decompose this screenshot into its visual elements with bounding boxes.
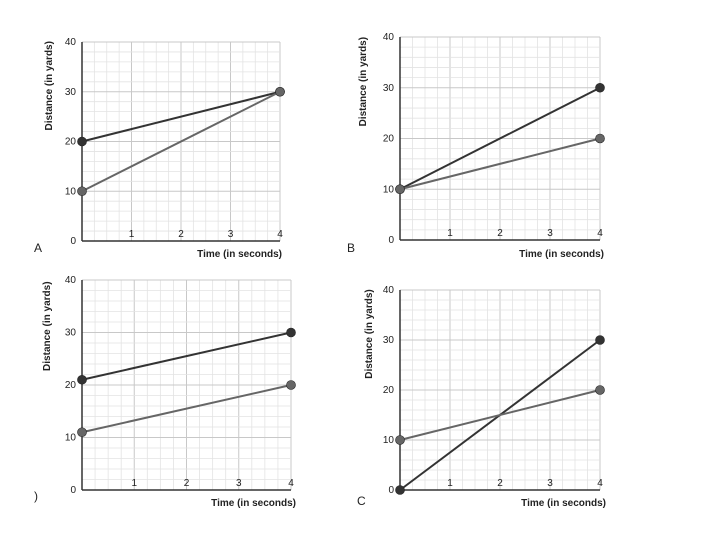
x-tick-label: 1 <box>131 478 137 489</box>
y-tick-label: 0 <box>70 236 76 247</box>
x-tick-label: 3 <box>547 478 553 489</box>
data-point-dark <box>286 327 296 338</box>
y-tick-label: 20 <box>383 385 395 396</box>
x-tick-label: 3 <box>236 478 242 489</box>
y-tick-label: 40 <box>383 285 395 296</box>
data-point-dark <box>595 335 605 345</box>
x-tick-label: 3 <box>547 228 553 239</box>
y-tick-label: 10 <box>383 435 395 446</box>
panel-label: C <box>357 494 366 508</box>
y-tick-label: 20 <box>65 137 77 148</box>
x-axis-label: Time (in seconds) <box>521 498 606 509</box>
data-point-gray <box>595 385 605 395</box>
y-tick-label: 10 <box>65 186 77 197</box>
y-tick-label: 0 <box>388 235 394 246</box>
y-tick-label: 40 <box>383 32 395 43</box>
data-point-gray <box>77 186 87 197</box>
x-tick-label: 4 <box>597 228 603 239</box>
y-tick-label: 40 <box>65 37 77 48</box>
series-line-gray <box>399 137 601 191</box>
series-line-dark <box>81 90 281 143</box>
x-tick-label: 2 <box>184 478 190 489</box>
panel-label: B <box>347 241 355 255</box>
y-tick-label: 30 <box>65 87 77 98</box>
chart-panel-1: 0 10 20 30 40 1 2 3 4 Time (in seconds) Distance (… <box>34 37 285 260</box>
chart-panel-4: 0 10 20 30 40 1 2 3 4 Time (in seconds) Distance (… <box>357 285 606 509</box>
data-point-gray <box>395 184 405 195</box>
y-tick-label: 20 <box>65 380 77 391</box>
series-line-gray <box>399 389 601 441</box>
x-tick-label: 4 <box>288 478 294 489</box>
x-axis-label: Time (in seconds) <box>519 249 604 260</box>
series-line-gray <box>81 90 281 193</box>
y-tick-label: 10 <box>65 433 77 444</box>
data-point-gray <box>395 435 405 445</box>
x-tick-label: 4 <box>277 229 283 240</box>
x-axis-label: Time (in seconds) <box>211 498 296 509</box>
y-tick-label: 30 <box>383 335 395 346</box>
x-tick-label: 2 <box>178 229 184 240</box>
x-tick-label: 2 <box>497 228 503 239</box>
data-point-gray <box>286 380 296 390</box>
data-point-dark <box>77 136 87 147</box>
y-axis-label: Distance (in yards) <box>364 289 375 378</box>
data-point-gray <box>595 133 605 144</box>
x-tick-label: 3 <box>228 229 234 240</box>
y-tick-label: 30 <box>65 328 77 339</box>
x-tick-label: 1 <box>447 478 453 489</box>
x-tick-label: 1 <box>447 228 453 239</box>
x-tick-label: 4 <box>597 478 603 489</box>
x-axis-label: Time (in seconds) <box>197 249 282 260</box>
y-axis-label: Distance (in yards) <box>358 37 369 126</box>
y-tick-label: 30 <box>383 83 395 94</box>
y-tick-label: 40 <box>65 275 77 286</box>
series-line-dark <box>399 86 601 191</box>
panel-label: A <box>34 241 42 255</box>
data-point-dark <box>77 374 87 385</box>
panel-label: ) <box>34 489 38 503</box>
y-axis-label: Distance (in yards) <box>44 41 55 130</box>
series-line-gray <box>81 384 292 434</box>
chart-panel-2: 0 10 20 30 40 1 2 3 4 Time (in seconds) Distance (… <box>347 32 605 260</box>
data-point-dark <box>395 485 405 495</box>
series-line-dark <box>81 331 292 381</box>
y-tick-label: 20 <box>383 134 395 145</box>
y-tick-label: 0 <box>70 485 76 496</box>
data-point-dark <box>595 82 605 93</box>
y-tick-label: 10 <box>383 184 395 195</box>
y-axis-label: Distance (in yards) <box>42 281 53 370</box>
x-tick-label: 1 <box>129 229 135 240</box>
data-point-gray <box>77 427 87 438</box>
chart-panel-3: 0 10 20 30 40 1 2 3 4 Time (in seconds) Distance (… <box>34 275 296 509</box>
data-point-gray <box>275 86 285 97</box>
y-tick-label: 0 <box>388 485 394 496</box>
x-tick-label: 2 <box>497 478 503 489</box>
